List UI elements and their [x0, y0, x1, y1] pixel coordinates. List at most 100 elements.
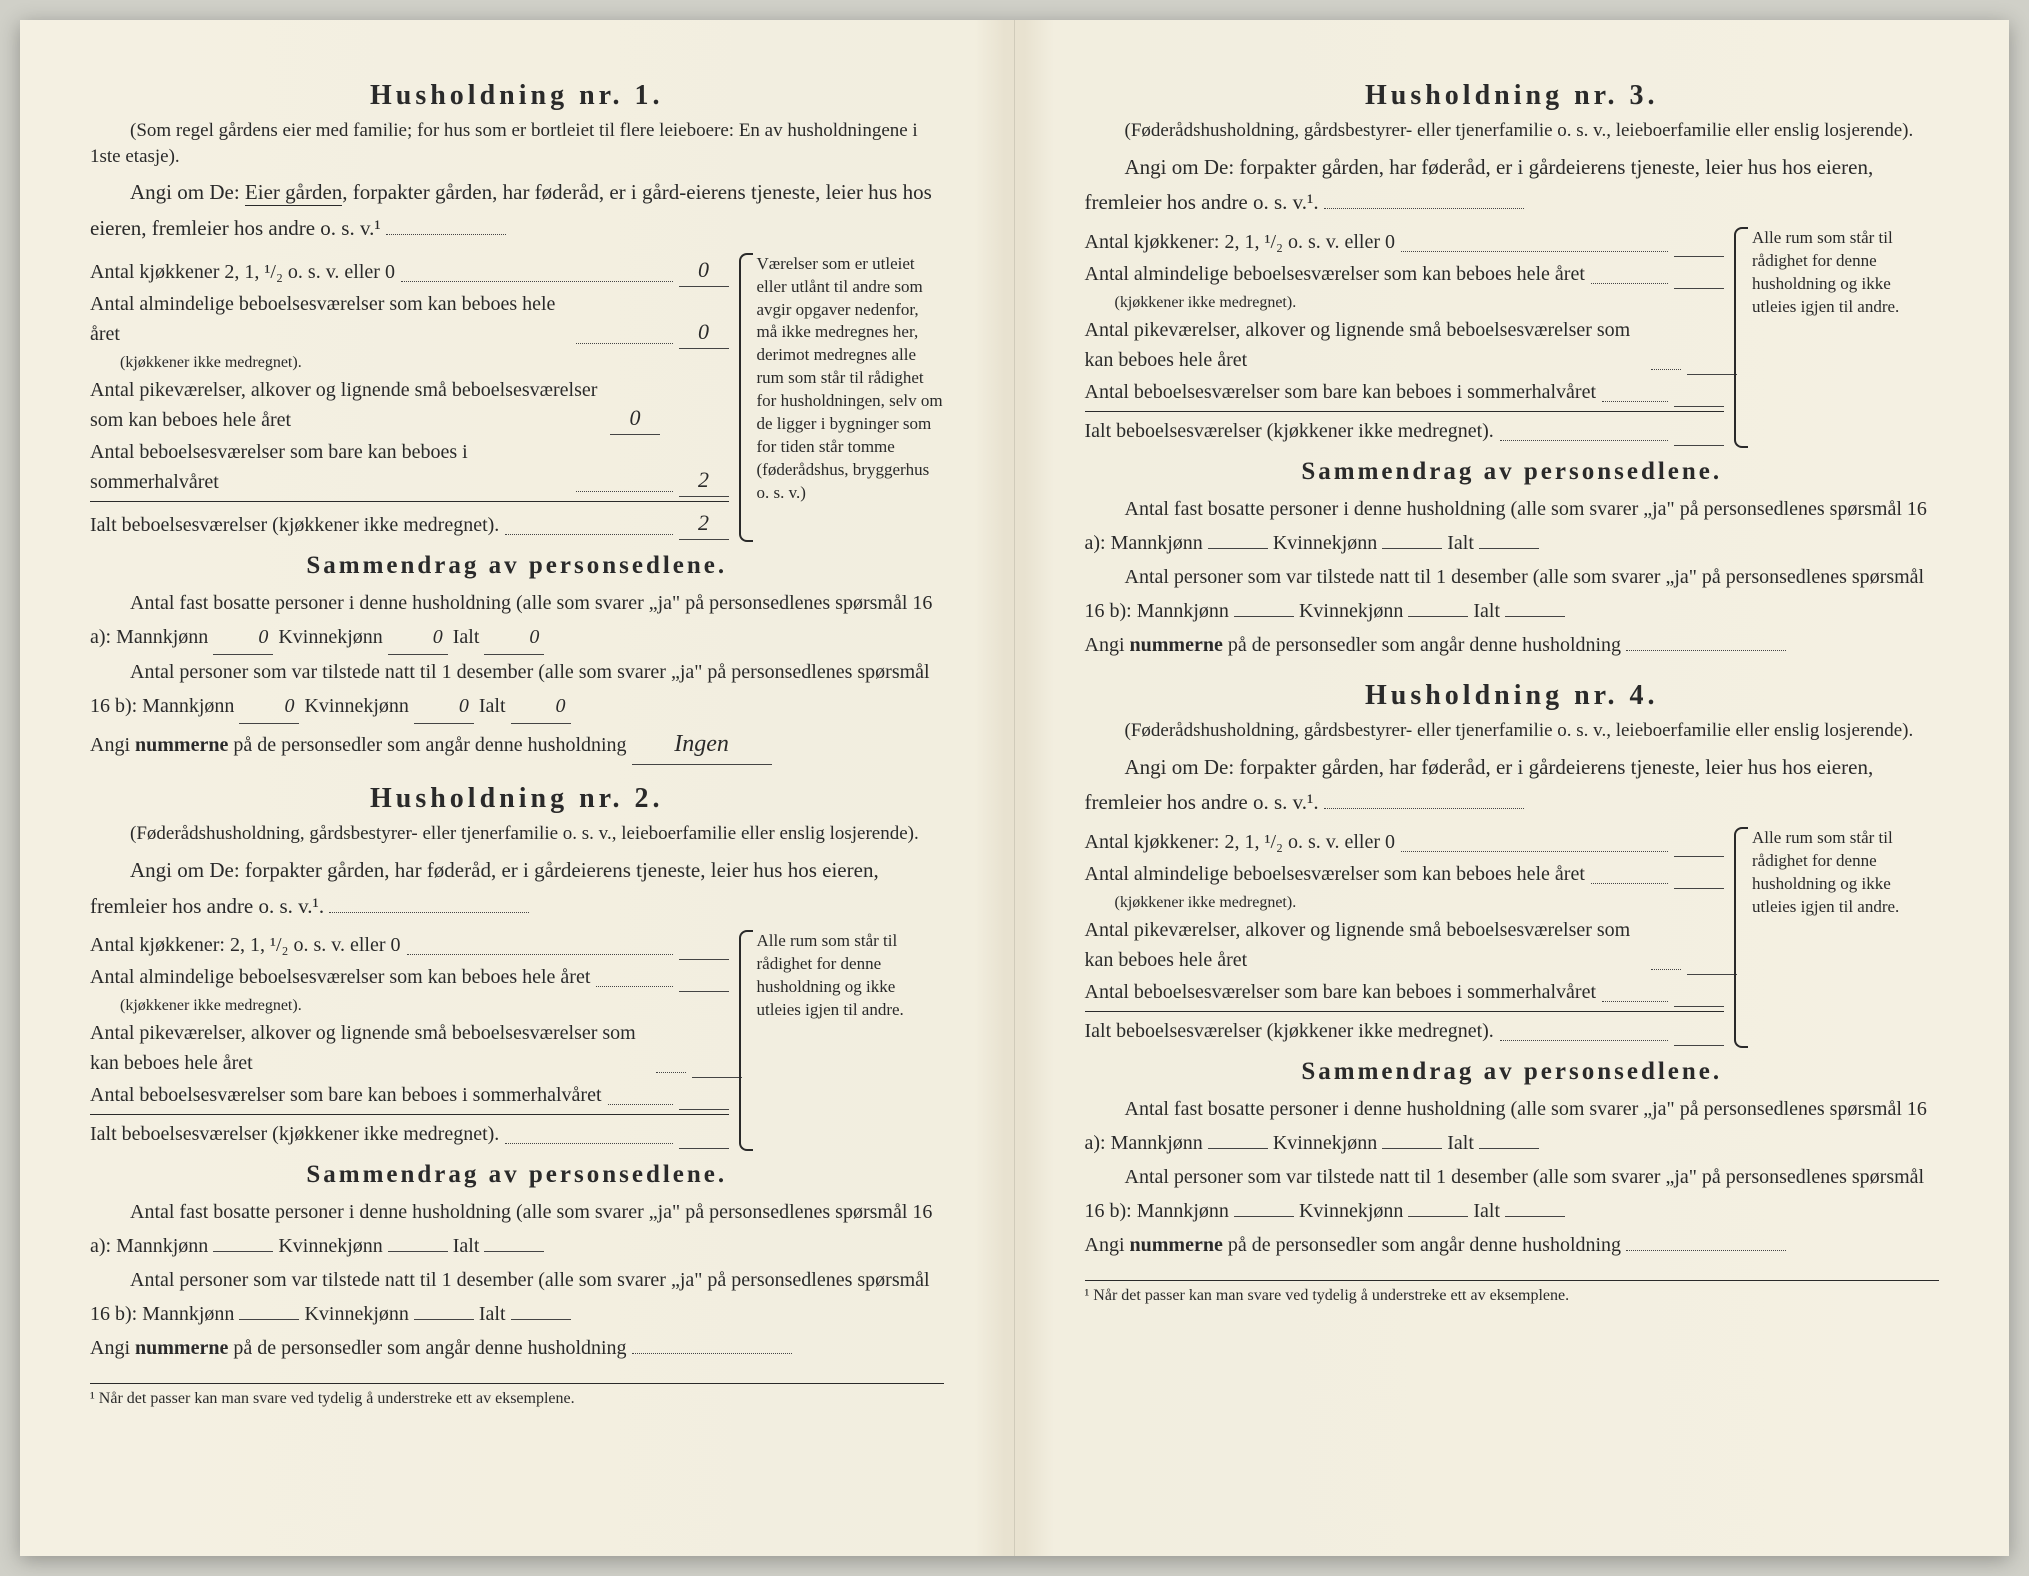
kvinne-label: Kvinnekjønn [1299, 600, 1403, 622]
h1-numbers-val: Ingen [632, 724, 772, 766]
h4-kitchens-label: Antal kjøkkener: 2, 1, ¹/₂ o. s. v. elle… [1085, 827, 1396, 857]
h1-kitchens-row: Antal kjøkkener 2, 1, ¹/₂ o. s. v. eller… [90, 253, 729, 287]
h2-prompt-fill [329, 912, 529, 913]
h4-summary-title: Sammendrag av personsedlene. [1085, 1058, 1940, 1086]
dots [576, 491, 673, 492]
h4-side-note: Alle rum som står til rådighet for denne… [1734, 827, 1939, 1048]
h4-prompt-fill [1324, 808, 1524, 809]
h2-numbers-rest: på de personsedler som angår denne husho… [228, 1337, 626, 1359]
h3-total-val [1674, 445, 1724, 446]
h2-ordinary-val [679, 991, 729, 992]
mann-label: Mannkjønn [1137, 1200, 1229, 1222]
h3-summer-row: Antal beboelsesværelser som bare kan beb… [1085, 377, 1725, 407]
h4-ordinary-row: Antal almindelige beboelsesværelser som … [1085, 859, 1725, 889]
mann-label: Mannkjønn [116, 626, 208, 648]
h1-alcove-row: Antal pikeværelser, alkover og lignende … [90, 375, 729, 435]
h4-title: Husholdning nr. 4. [1085, 680, 1940, 712]
mann-label: Mannkjønn [116, 1235, 208, 1257]
h1-ialt-a: 0 [484, 620, 544, 655]
brace-icon [1734, 227, 1748, 448]
h2-numbers-fill [632, 1353, 792, 1354]
h1-kitchens-val: 0 [679, 253, 729, 287]
mann-label: Mannkjønn [142, 1303, 234, 1325]
h1-ordinary-note: (kjøkkener ikke medregnet). [90, 351, 729, 375]
h2-ordinary-row: Antal almindelige beboelsesværelser som … [90, 962, 729, 992]
h3-ordinary-note: (kjøkkener ikke medregnet). [1085, 291, 1725, 315]
h1-summer-label: Antal beboelsesværelser som bare kan beb… [90, 437, 570, 497]
h4-alcove-label: Antal pikeværelser, alkover og lignende … [1085, 915, 1645, 975]
h2-side-note: Alle rum som står til rådighet for denne… [739, 930, 944, 1151]
dots [1401, 851, 1668, 852]
h2-ordinary-note: (kjøkkener ikke medregnet). [90, 994, 729, 1018]
h2-ordinary-label: Antal almindelige beboelsesværelser som … [90, 962, 590, 992]
h4-alcove-val [1687, 974, 1737, 975]
h3-numbers-bold: nummerne [1130, 634, 1223, 656]
household-2: Husholdning nr. 2. (Føderådshusholdning,… [90, 783, 944, 1365]
h3-rooms-block: Antal kjøkkener: 2, 1, ¹/₂ o. s. v. elle… [1085, 227, 1940, 448]
h2-prompt-text: Angi om De: forpakter gården, har føderå… [90, 858, 879, 918]
h3-numbers-rest: på de personsedler som angår denne husho… [1223, 634, 1621, 656]
ialt-label: Ialt [479, 695, 506, 717]
h3-mann-b [1234, 616, 1294, 617]
h4-numbers-lead: Angi [1085, 1234, 1130, 1256]
left-page: Husholdning nr. 1. (Som regel gårdens ei… [20, 20, 1015, 1556]
dots [576, 343, 673, 344]
mann-label: Mannkjønn [1111, 532, 1203, 554]
h1-total-row: Ialt beboelsesværelser (kjøkkener ikke m… [90, 501, 729, 540]
h3-prompt-text: Angi om De: forpakter gården, har føderå… [1085, 155, 1874, 215]
dots [608, 1104, 673, 1105]
h3-summer-label: Antal beboelsesværelser som bare kan beb… [1085, 377, 1597, 407]
dots [1500, 1040, 1668, 1041]
brace-icon [1734, 827, 1748, 1048]
dots [1651, 969, 1681, 970]
ialt-label: Ialt [453, 1235, 480, 1257]
h3-kitchens-row: Antal kjøkkener: 2, 1, ¹/₂ o. s. v. elle… [1085, 227, 1725, 257]
h1-kitchens-label: Antal kjøkkener 2, 1, ¹/₂ o. s. v. eller… [90, 257, 395, 287]
h4-numbers-bold: nummerne [1130, 1234, 1223, 1256]
h4-prompt: Angi om De: forpakter gården, har føderå… [1085, 750, 1940, 821]
h3-kitchens-label: Antal kjøkkener: 2, 1, ¹/₂ o. s. v. elle… [1085, 227, 1396, 257]
h1-rooms-left: Antal kjøkkener 2, 1, ¹/₂ o. s. v. eller… [90, 253, 729, 542]
h4-numbers-rest: på de personsedler som angår denne husho… [1223, 1234, 1621, 1256]
h3-kvinne-b [1408, 616, 1468, 617]
h4-numbers-fill [1626, 1250, 1786, 1251]
dots [596, 986, 672, 987]
h4-kitchens-row: Antal kjøkkener: 2, 1, ¹/₂ o. s. v. elle… [1085, 827, 1725, 857]
h4-total-label: Ialt beboelsesværelser (kjøkkener ikke m… [1085, 1016, 1494, 1046]
h4-ialt-b [1505, 1216, 1565, 1217]
h2-summary-title: Sammendrag av personsedlene. [90, 1161, 944, 1189]
h1-q16b: Antal personer som var tilstede natt til… [90, 655, 944, 724]
h1-ordinary-row: Antal almindelige beboelsesværelser som … [90, 289, 729, 349]
kvinne-label: Kvinnekjønn [1273, 532, 1377, 554]
dots [1591, 883, 1668, 884]
h4-alcove-row: Antal pikeværelser, alkover og lignende … [1085, 915, 1725, 975]
h2-q16b: Antal personer som var tilstede natt til… [90, 1263, 944, 1331]
dots [505, 1143, 672, 1144]
h3-ialt-a [1479, 548, 1539, 549]
h2-alcove-row: Antal pikeværelser, alkover og lignende … [90, 1018, 729, 1078]
h1-summer-row: Antal beboelsesværelser som bare kan beb… [90, 437, 729, 497]
h3-q16b: Antal personer som var tilstede natt til… [1085, 560, 1940, 628]
h1-ialt-b: 0 [511, 689, 571, 724]
h4-mann-b [1234, 1216, 1294, 1217]
h3-ialt-b [1505, 616, 1565, 617]
household-1: Husholdning nr. 1. (Som regel gårdens ei… [90, 80, 944, 765]
h3-summer-val [1674, 406, 1724, 407]
h3-numbers: Angi nummerne på de personsedler som ang… [1085, 628, 1940, 662]
h3-prompt-fill [1324, 208, 1524, 209]
dots [505, 534, 672, 535]
dots [1602, 1001, 1668, 1002]
h3-alcove-label: Antal pikeværelser, alkover og lignende … [1085, 315, 1645, 375]
dots [1401, 251, 1668, 252]
brace-icon [739, 930, 753, 1151]
h3-prompt: Angi om De: forpakter gården, har føderå… [1085, 150, 1940, 221]
ialt-label: Ialt [479, 1303, 506, 1325]
h2-ialt-a [484, 1251, 544, 1252]
h2-mann-a [213, 1251, 273, 1252]
h3-side-note-text: Alle rum som står til rådighet for denne… [1752, 228, 1899, 316]
left-footnote: ¹ Når det passer kan man svare ved tydel… [90, 1383, 944, 1408]
h2-subtitle: (Føderådshusholdning, gårdsbestyrer- ell… [90, 821, 944, 847]
h4-kvinne-b [1408, 1216, 1468, 1217]
h4-summer-val [1674, 1006, 1724, 1007]
h2-numbers-lead: Angi [90, 1337, 135, 1359]
